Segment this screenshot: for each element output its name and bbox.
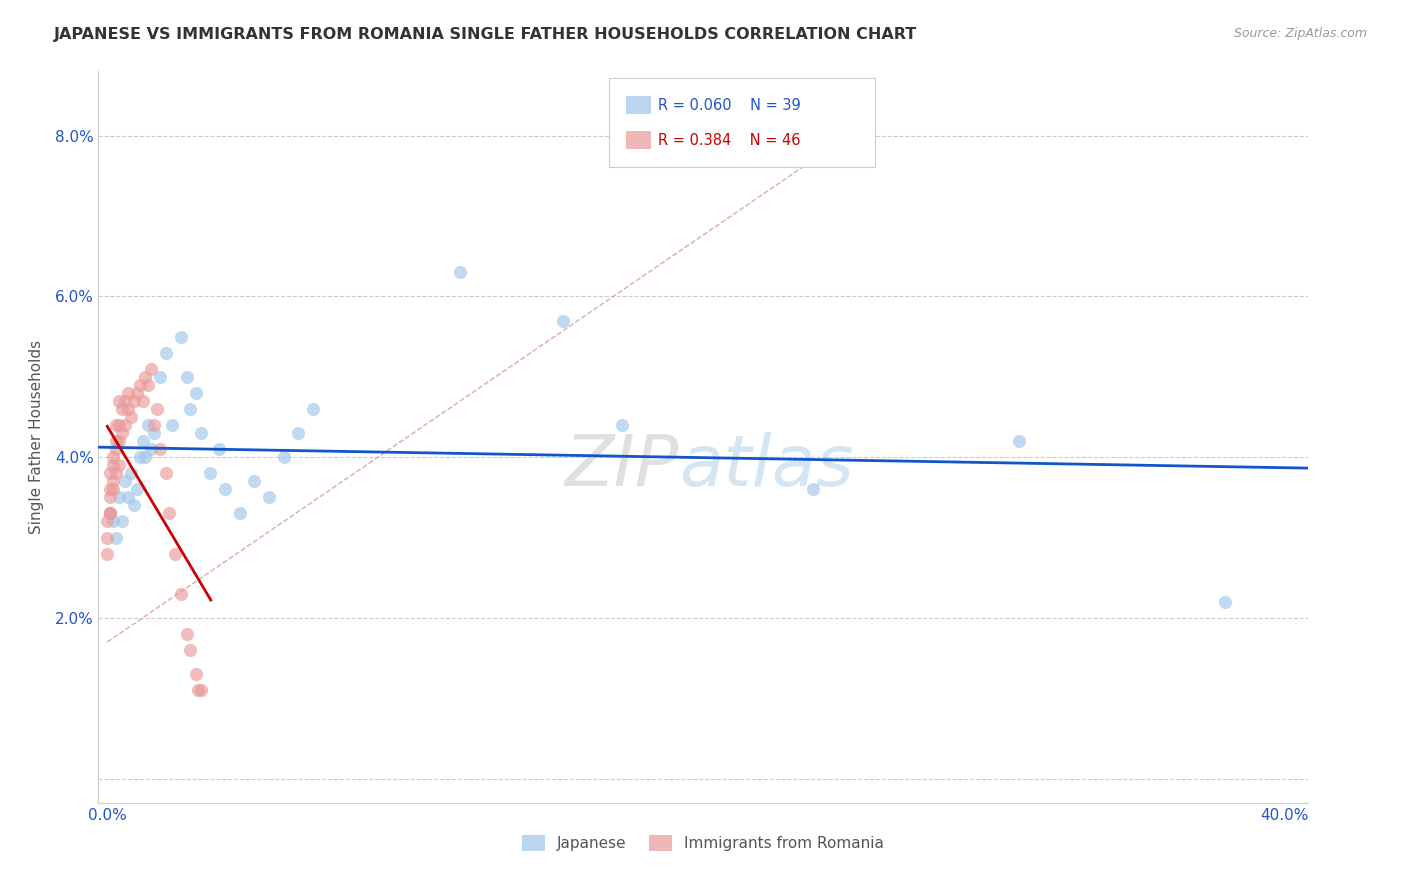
Point [273, 450, 295, 465]
Point [143, 417, 166, 432]
Point [149, 369, 172, 384]
Point [98, 507, 121, 521]
Point [105, 467, 128, 481]
Point [101, 515, 124, 529]
Point [149, 442, 172, 457]
Point [114, 475, 136, 489]
Point [157, 507, 180, 521]
Point [449, 265, 471, 279]
Point [120, 409, 142, 424]
Point [98, 467, 121, 481]
Point [98, 491, 121, 505]
Point [105, 442, 128, 457]
Point [141, 361, 163, 376]
Point [160, 417, 183, 432]
Point [96, 515, 118, 529]
Point [101, 483, 124, 497]
Point [170, 329, 193, 343]
Point [134, 450, 156, 465]
Point [176, 369, 198, 384]
Point [117, 491, 139, 505]
Point [108, 417, 131, 432]
Point [179, 643, 201, 657]
Point [105, 434, 128, 449]
Point [125, 385, 148, 400]
Point [179, 401, 201, 416]
Point [128, 377, 150, 392]
Point [610, 417, 633, 432]
Point [184, 667, 207, 681]
Point [208, 442, 231, 457]
Point [111, 425, 134, 440]
Point [96, 547, 118, 561]
Point [287, 425, 309, 440]
Point [155, 345, 177, 359]
Text: ZIP: ZIP [564, 432, 679, 500]
Point [257, 491, 280, 505]
Point [98, 507, 121, 521]
Point [1213, 595, 1236, 609]
Point [1008, 434, 1031, 449]
Point [131, 393, 153, 408]
Point [170, 587, 193, 601]
Point [143, 425, 166, 440]
Point [176, 627, 198, 641]
Point [128, 450, 150, 465]
Text: R = 0.384    N = 46: R = 0.384 N = 46 [658, 133, 800, 147]
Point [101, 475, 124, 489]
Point [122, 393, 145, 408]
Point [108, 458, 131, 473]
Point [190, 683, 212, 698]
Point [96, 531, 118, 545]
Point [108, 434, 131, 449]
Point [114, 417, 136, 432]
Point [138, 417, 160, 432]
Point [111, 515, 134, 529]
Point [200, 467, 222, 481]
Point [131, 434, 153, 449]
Point [101, 450, 124, 465]
Point [138, 377, 160, 392]
Point [184, 385, 207, 400]
Point [122, 499, 145, 513]
Point [155, 467, 177, 481]
Legend: Japanese, Immigrants from Romania: Japanese, Immigrants from Romania [516, 830, 890, 857]
Point [553, 313, 575, 327]
Y-axis label: Single Father Households: Single Father Households [28, 340, 44, 534]
Point [801, 483, 824, 497]
Text: JAPANESE VS IMMIGRANTS FROM ROMANIA SINGLE FATHER HOUSEHOLDS CORRELATION CHART: JAPANESE VS IMMIGRANTS FROM ROMANIA SING… [53, 27, 917, 42]
Point [146, 401, 169, 416]
Point [117, 385, 139, 400]
Point [134, 369, 156, 384]
Point [108, 491, 131, 505]
Point [214, 483, 236, 497]
Point [108, 393, 131, 408]
Point [187, 683, 209, 698]
Text: atlas: atlas [679, 432, 853, 500]
Point [190, 425, 212, 440]
Point [163, 547, 186, 561]
Point [228, 507, 250, 521]
Point [98, 507, 121, 521]
Point [98, 483, 121, 497]
Point [141, 442, 163, 457]
Point [105, 531, 128, 545]
Text: R = 0.060    N = 39: R = 0.060 N = 39 [658, 98, 801, 112]
Point [105, 417, 128, 432]
Point [111, 401, 134, 416]
Point [101, 458, 124, 473]
Point [243, 475, 266, 489]
Point [117, 401, 139, 416]
Point [114, 393, 136, 408]
Point [302, 401, 325, 416]
Text: Source: ZipAtlas.com: Source: ZipAtlas.com [1233, 27, 1367, 40]
Point [120, 467, 142, 481]
Point [125, 483, 148, 497]
